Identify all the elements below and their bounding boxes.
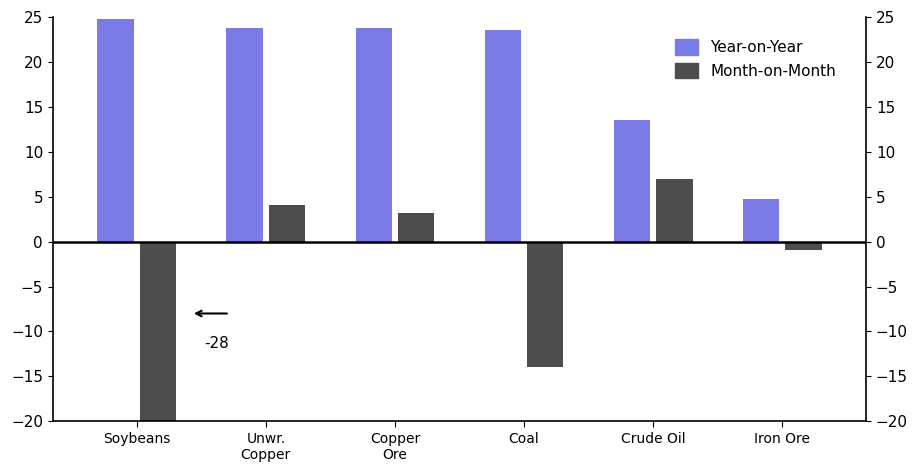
- Bar: [269, 205, 305, 242]
- Bar: [528, 242, 563, 368]
- Bar: [656, 179, 693, 242]
- Bar: [226, 28, 263, 242]
- Bar: [786, 242, 822, 250]
- Bar: [356, 28, 391, 242]
- Bar: [484, 30, 521, 242]
- Bar: [614, 121, 650, 242]
- Bar: [140, 242, 176, 421]
- Legend: Year-on-Year, Month-on-Month: Year-on-Year, Month-on-Month: [669, 33, 842, 85]
- Bar: [398, 213, 435, 242]
- Bar: [97, 19, 133, 242]
- Text: -28: -28: [204, 336, 229, 351]
- Bar: [743, 200, 779, 242]
